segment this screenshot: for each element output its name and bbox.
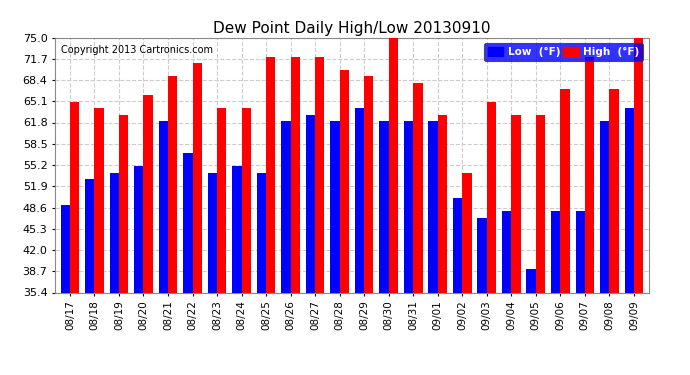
Bar [159, 121, 168, 292]
Title: Dew Point Daily High/Low 20130910: Dew Point Daily High/Low 20130910 [213, 21, 491, 36]
Bar [282, 121, 290, 292]
Bar [331, 121, 339, 292]
Bar [462, 173, 471, 292]
Bar [85, 179, 95, 292]
Bar [609, 89, 619, 292]
Bar [536, 115, 545, 292]
Bar [551, 211, 560, 292]
Bar [134, 166, 144, 292]
Bar [600, 121, 609, 292]
Bar [339, 70, 349, 292]
Bar [526, 269, 536, 292]
Bar [168, 76, 177, 292]
Bar [388, 31, 398, 292]
Bar [70, 102, 79, 292]
Bar [560, 89, 570, 292]
Bar [355, 108, 364, 292]
Bar [290, 57, 300, 292]
Bar [437, 115, 447, 292]
Bar [453, 198, 462, 292]
Bar [477, 218, 486, 292]
Bar [380, 121, 388, 292]
Bar [233, 166, 241, 292]
Bar [241, 108, 251, 292]
Bar [486, 102, 496, 292]
Text: Copyright 2013 Cartronics.com: Copyright 2013 Cartronics.com [61, 45, 213, 55]
Bar [110, 173, 119, 292]
Bar [95, 108, 103, 292]
Bar [144, 96, 152, 292]
Bar [306, 115, 315, 292]
Bar [502, 211, 511, 292]
Bar [364, 76, 373, 292]
Bar [428, 121, 437, 292]
Bar [61, 205, 70, 292]
Bar [315, 57, 324, 292]
Bar [585, 57, 594, 292]
Bar [184, 153, 193, 292]
Bar [119, 115, 128, 292]
Legend: Low  (°F), High  (°F): Low (°F), High (°F) [484, 43, 643, 61]
Bar [624, 108, 634, 292]
Bar [511, 115, 520, 292]
Bar [404, 121, 413, 292]
Bar [575, 211, 585, 292]
Bar [217, 108, 226, 292]
Bar [634, 38, 643, 292]
Bar [413, 82, 422, 292]
Bar [266, 57, 275, 292]
Bar [257, 173, 266, 292]
Bar [193, 63, 202, 292]
Bar [208, 173, 217, 292]
